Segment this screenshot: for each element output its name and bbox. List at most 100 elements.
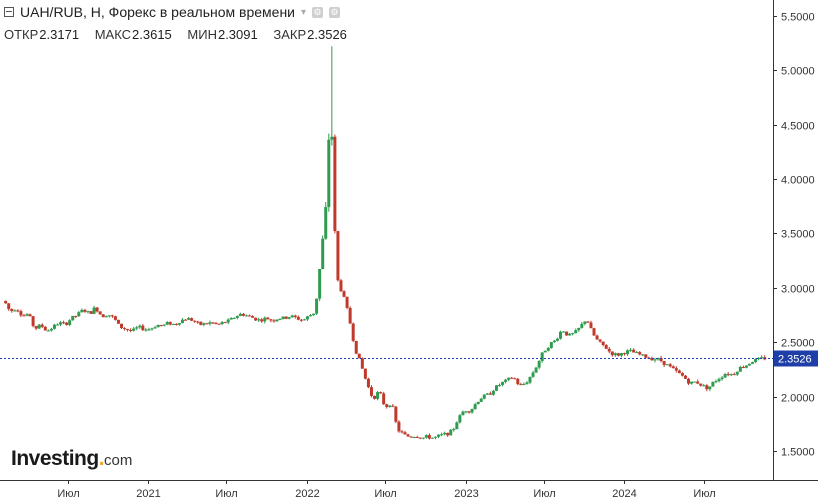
candle-body [403,432,407,435]
candle-body [674,368,678,371]
candle-body [156,324,160,328]
candle-body [266,317,270,320]
candle-body [577,327,581,331]
candle-body [360,358,364,369]
candle-body [397,421,401,432]
candle-body [113,316,117,320]
candle-body [409,436,413,438]
candle-body [235,315,239,318]
candle-body [418,437,422,439]
candle-body [751,362,755,364]
x-tick-label: 2022 [295,488,319,500]
candle-body [290,315,294,318]
candle-body [699,383,703,386]
candle-body [601,341,605,346]
candle-body [680,373,684,376]
candle-body [107,315,111,317]
x-tick-label: Июл [693,488,715,500]
candle-body [40,324,44,327]
candle-body [89,311,93,314]
candle-body [754,359,758,363]
candle-body [525,382,529,385]
candle-body [251,315,255,318]
candle-body [656,358,660,360]
candle-body [568,333,572,336]
candle-body [324,207,328,239]
candle-body [312,313,316,316]
settings-alt-icon[interactable]: ⚙ [329,6,341,18]
investing-logo[interactable]: Investing.com [11,447,132,471]
candle-body [659,358,663,362]
candle-body [482,394,486,399]
y-tick-label: 4.5000 [781,121,815,133]
candle-body [760,357,764,359]
settings-icon[interactable]: ⚙ [312,6,324,18]
candle-body [196,321,200,323]
candle-body [394,406,398,422]
candle-body [644,354,648,358]
candle-body [25,314,29,316]
candle-body [208,322,212,324]
y-tick-label: 2.0000 [781,393,815,405]
candle-body [138,325,142,328]
candle-body [421,437,425,439]
candle-body [455,422,459,430]
dropdown-caret-icon[interactable]: ▾ [301,6,307,18]
candle-body [59,322,63,325]
candle-body [662,361,666,365]
candle-body [638,352,642,355]
candle-body [284,316,288,319]
candle-body [687,378,691,384]
collapse-icon[interactable] [4,7,14,17]
candle-body [653,359,657,361]
candle-body [406,434,410,437]
candle-body [424,435,428,438]
candle-body [101,314,105,318]
candle-body [281,316,285,319]
candle-body [595,335,599,340]
candle-body [510,377,514,379]
candle-body [741,366,745,368]
candle-body [165,322,169,325]
candle-body [732,374,736,376]
candle-body [744,365,748,368]
candle-body [260,319,264,322]
candle-body [351,323,355,341]
candle-body [49,328,53,331]
candle-body [708,386,712,390]
candle-body [412,437,416,439]
candle-body [357,353,361,359]
candle-body [354,340,358,354]
candle-body [723,374,727,378]
candle-body [272,320,276,322]
candle-body [43,326,47,331]
candle-body [71,315,75,321]
candle-body [31,316,35,326]
candle-body [77,312,81,317]
close-label: ЗАКР [273,27,307,42]
open-label: ОТКР [4,27,39,42]
candle-body [415,437,419,439]
candle-body [626,350,630,355]
candle-body [171,323,175,325]
candle-body [299,319,303,321]
candle-body [366,378,370,388]
candle-body [470,409,474,413]
candle-body [46,330,50,332]
candle-body [217,323,221,325]
candle-body [565,331,569,336]
candle-body [129,329,133,331]
candle-body [220,322,224,324]
x-tick-label: 2021 [136,488,160,500]
candle-body [464,411,468,413]
candle-body [458,415,462,423]
candle-body [433,436,437,438]
x-tick-label: 2024 [612,488,636,500]
candle-body [516,378,520,385]
close-value: 2.3526 [307,27,347,42]
candle-body [629,349,633,351]
candle-body [177,323,181,325]
candle-body [619,353,623,356]
